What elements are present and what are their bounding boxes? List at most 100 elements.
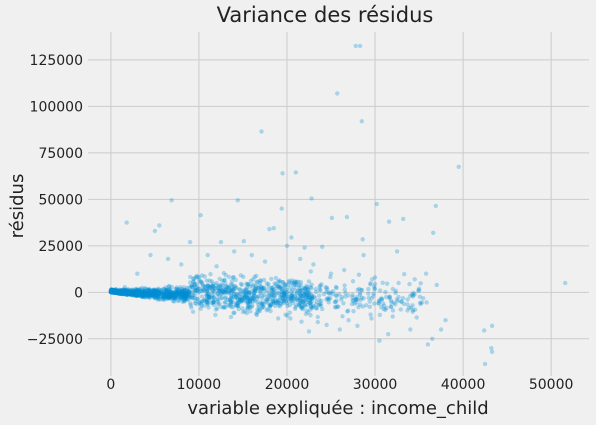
- data-point: [248, 297, 253, 302]
- data-point: [204, 293, 209, 298]
- data-point: [270, 289, 275, 294]
- data-point: [114, 289, 119, 294]
- data-point: [152, 289, 157, 294]
- data-point: [273, 298, 278, 304]
- data-point: [125, 292, 131, 297]
- data-point: [190, 285, 196, 290]
- data-point: [138, 292, 143, 297]
- data-point: [220, 283, 226, 288]
- data-point: [142, 290, 148, 295]
- data-point: [202, 303, 207, 308]
- data-point: [131, 291, 137, 296]
- data-point: [137, 293, 142, 298]
- data-point: [262, 292, 267, 298]
- data-point: [235, 303, 241, 308]
- data-point: [124, 288, 130, 293]
- data-point: [257, 309, 262, 314]
- data-point: [125, 291, 130, 297]
- data-point: [134, 293, 139, 298]
- data-point: [287, 310, 292, 315]
- data-point: [125, 290, 130, 295]
- data-point: [231, 292, 236, 297]
- data-point: [131, 290, 136, 295]
- data-point: [145, 294, 150, 299]
- data-point: [260, 302, 265, 307]
- data-point: [177, 292, 182, 297]
- data-point: [401, 301, 407, 307]
- data-point: [146, 294, 151, 300]
- data-point: [236, 300, 241, 305]
- y-tick-label: 0: [74, 285, 83, 301]
- data-point: [244, 310, 249, 316]
- data-point: [154, 293, 159, 299]
- data-point: [136, 290, 142, 295]
- data-point: [260, 300, 265, 306]
- data-point: [165, 288, 170, 294]
- data-point: [215, 291, 221, 296]
- data-point: [238, 298, 244, 303]
- data-point: [208, 285, 213, 290]
- data-point: [315, 319, 320, 325]
- data-point: [155, 293, 160, 298]
- data-point: [114, 289, 119, 294]
- data-point: [379, 305, 384, 310]
- data-point: [235, 301, 240, 306]
- data-point: [182, 293, 188, 298]
- data-point: [253, 289, 258, 294]
- data-point: [247, 284, 253, 289]
- data-point: [350, 297, 355, 303]
- data-point: [224, 284, 229, 289]
- data-point: [308, 307, 313, 312]
- data-point: [131, 291, 136, 296]
- data-point: [152, 289, 157, 294]
- data-point: [304, 294, 309, 299]
- data-point: [253, 286, 258, 292]
- data-point: [146, 287, 152, 292]
- data-point: [226, 274, 232, 280]
- data-point: [308, 269, 313, 274]
- data-point: [154, 289, 159, 294]
- data-point: [148, 292, 153, 298]
- data-point: [183, 295, 189, 301]
- data-point: [179, 293, 184, 299]
- data-point: [211, 288, 216, 293]
- data-point: [378, 296, 383, 301]
- data-point: [149, 294, 154, 299]
- data-point: [144, 290, 149, 295]
- data-point: [110, 288, 115, 294]
- data-point: [166, 292, 172, 297]
- data-point: [192, 281, 198, 287]
- data-point: [235, 303, 240, 308]
- data-point: [245, 282, 250, 287]
- data-point: [125, 291, 130, 296]
- data-point: [115, 290, 121, 296]
- data-point: [219, 295, 224, 300]
- data-point: [188, 300, 193, 306]
- data-point: [357, 292, 363, 297]
- data-point: [173, 293, 178, 299]
- data-point: [112, 289, 117, 295]
- data-point: [482, 361, 488, 367]
- data-point: [119, 291, 124, 297]
- data-point: [311, 303, 316, 309]
- data-point: [388, 298, 394, 303]
- data-point: [176, 287, 181, 292]
- data-point: [231, 275, 236, 280]
- data-point: [198, 302, 204, 307]
- data-point: [129, 292, 134, 297]
- data-point: [351, 309, 356, 314]
- data-point: [136, 289, 141, 294]
- data-point: [162, 294, 168, 299]
- data-point: [232, 295, 237, 300]
- data-point: [269, 292, 275, 298]
- data-point: [407, 281, 412, 287]
- data-point: [171, 292, 176, 298]
- data-point: [206, 283, 211, 288]
- data-point: [229, 299, 234, 304]
- data-point: [135, 288, 140, 293]
- data-point: [164, 296, 170, 301]
- data-point: [250, 295, 255, 301]
- data-point: [112, 290, 117, 295]
- data-point: [268, 294, 274, 299]
- data-point: [298, 293, 303, 298]
